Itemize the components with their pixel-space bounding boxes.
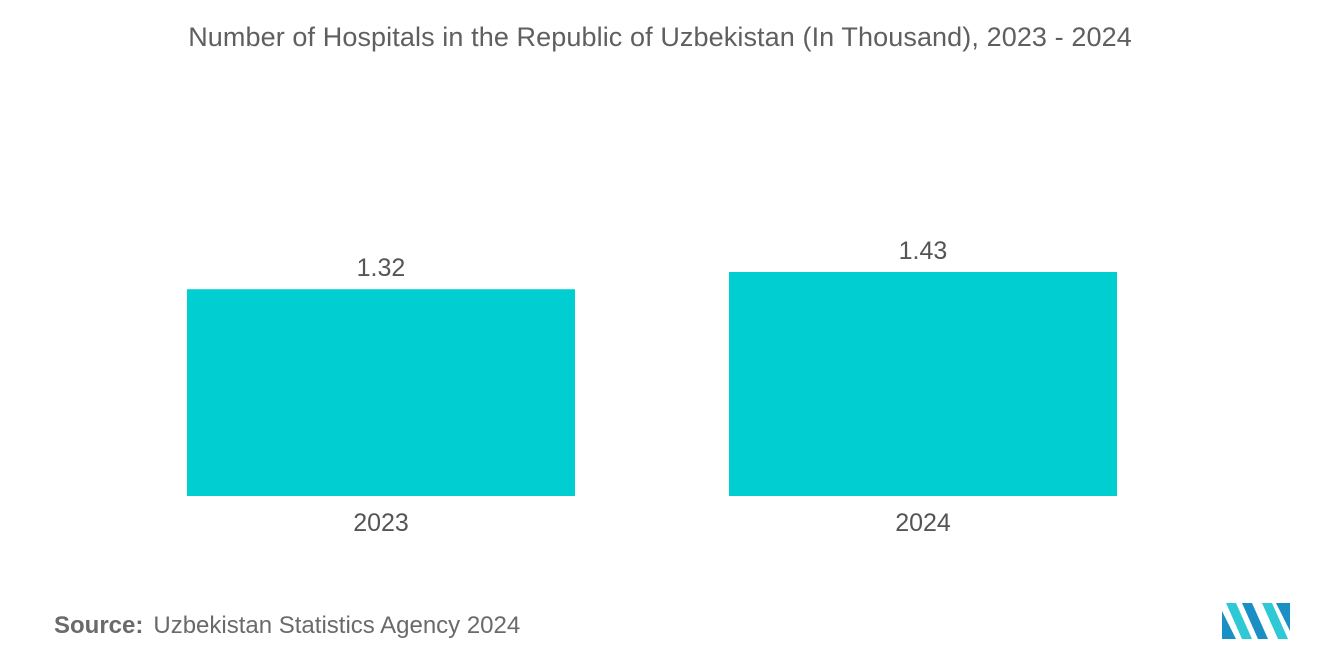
- bar-2023: [187, 289, 575, 496]
- data-label-2024: 1.43: [899, 237, 948, 265]
- source-note: Source: Uzbekistan Statistics Agency 2024: [54, 612, 520, 640]
- x-tick-label-2024: 2024: [895, 509, 951, 537]
- source-text: Uzbekistan Statistics Agency 2024: [153, 612, 521, 639]
- data-label-2023: 1.32: [357, 254, 406, 282]
- x-tick-label-2023: 2023: [353, 509, 409, 537]
- bar-2024: [729, 272, 1117, 496]
- source-label: Source:: [54, 612, 144, 639]
- mordor-intelligence-logo-icon: [1222, 603, 1290, 639]
- chart-title: Number of Hospitals in the Republic of U…: [188, 22, 1132, 52]
